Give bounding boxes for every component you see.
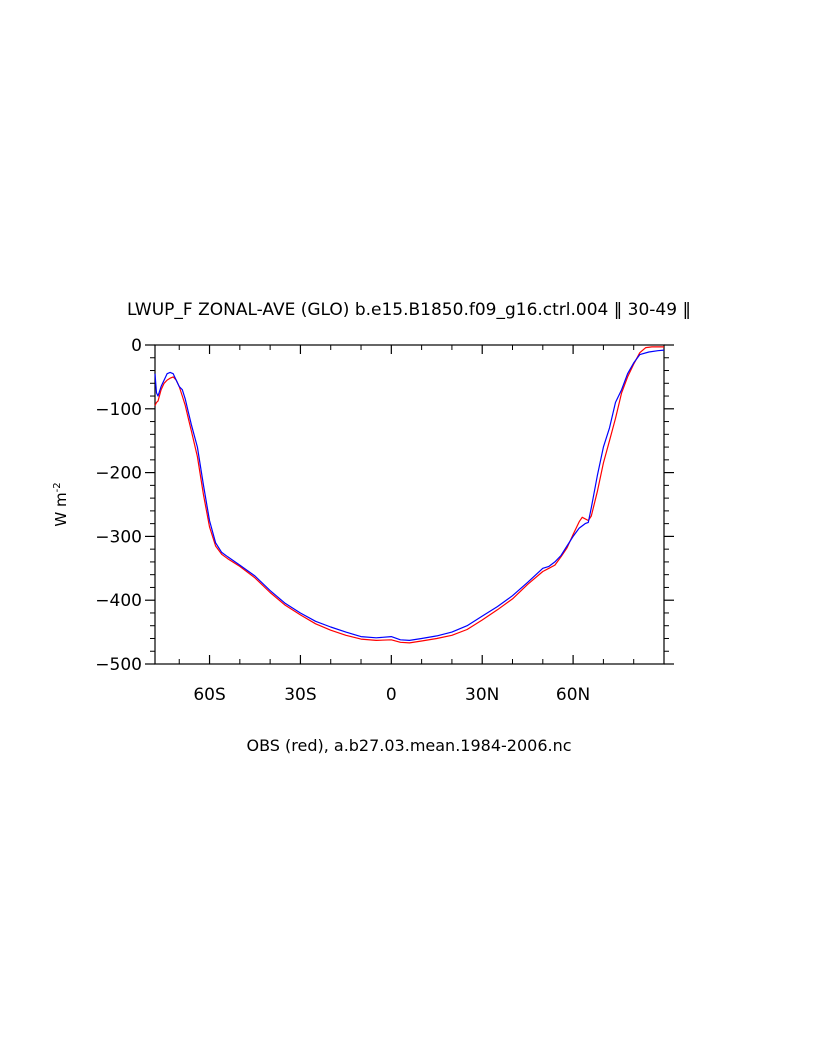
y-tick-label: −500 bbox=[95, 655, 142, 675]
x-tick-label: 0 bbox=[386, 685, 397, 705]
x-tick-label: 30N bbox=[465, 685, 499, 705]
series-lines bbox=[154, 346, 665, 644]
minor-ticks bbox=[150, 345, 669, 664]
x-tick-label: 60S bbox=[193, 685, 225, 705]
y-tick-label: −200 bbox=[95, 464, 142, 484]
series-line-model bbox=[154, 349, 665, 642]
y-tick-label: 0 bbox=[131, 336, 142, 356]
x-tick-label: 30S bbox=[284, 685, 316, 705]
y-axis-label-superscript: -2 bbox=[52, 482, 63, 492]
plot-frame bbox=[154, 344, 665, 665]
major-ticks bbox=[145, 344, 674, 665]
x-tick-label: 60N bbox=[556, 685, 590, 705]
y-axis-label-text: W m bbox=[52, 492, 70, 526]
y-axis-label: W m-2 bbox=[52, 482, 70, 526]
y-tick-label: −100 bbox=[95, 400, 142, 420]
y-tick-label: −300 bbox=[95, 527, 142, 547]
chart-title: LWUP_F ZONAL-AVE (GLO) b.e15.B1850.f09_g… bbox=[127, 300, 691, 320]
series-line-obs bbox=[154, 346, 664, 644]
chart-caption: OBS (red), a.b27.03.mean.1984-2006.nc bbox=[246, 736, 572, 755]
y-tick-label: −400 bbox=[95, 591, 142, 611]
tick-labels: 60S 30S 0 30N 60N 0 −100 −200 −300 −400 −500 bbox=[95, 336, 590, 705]
